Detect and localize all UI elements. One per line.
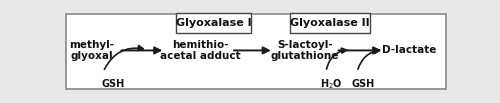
Text: hemithio-
acetal adduct: hemithio- acetal adduct (160, 40, 240, 61)
FancyBboxPatch shape (66, 14, 446, 89)
Text: Glyoxalase II: Glyoxalase II (290, 18, 370, 28)
Text: S-lactoyl-
glutathione: S-lactoyl- glutathione (270, 40, 339, 61)
Text: GSH: GSH (351, 79, 374, 89)
FancyBboxPatch shape (290, 13, 370, 33)
Text: GSH: GSH (101, 79, 124, 89)
Text: Glyoxalase I: Glyoxalase I (176, 18, 252, 28)
Text: methyl-
glyoxal: methyl- glyoxal (69, 40, 114, 61)
Text: D-lactate: D-lactate (382, 45, 436, 55)
Text: H$_2$O: H$_2$O (320, 77, 343, 91)
FancyBboxPatch shape (176, 13, 252, 33)
